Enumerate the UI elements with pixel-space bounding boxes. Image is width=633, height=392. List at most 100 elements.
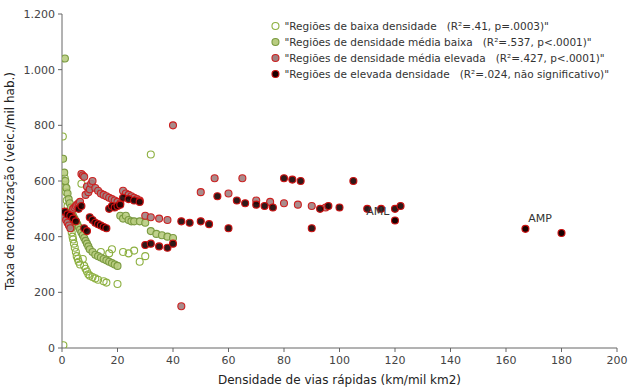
y-tick-label: 200	[34, 286, 55, 299]
x-tick	[62, 348, 63, 352]
y-tick-label: 1.200	[24, 8, 56, 21]
y-tick-label: 0	[48, 342, 55, 355]
scatter-point	[170, 240, 177, 247]
x-tick-label: 180	[551, 354, 572, 367]
scatter-point	[170, 122, 177, 129]
x-tick	[117, 348, 118, 352]
scatter-point	[131, 247, 138, 254]
y-tick	[58, 69, 62, 70]
scatter-point	[225, 225, 232, 232]
scatter-point	[89, 178, 96, 185]
x-tick	[284, 348, 285, 352]
legend-marker	[272, 55, 279, 62]
scatter-point	[197, 189, 204, 196]
annotation-label: AML	[366, 205, 390, 218]
y-tick	[58, 14, 62, 15]
scatter-point	[233, 197, 240, 204]
x-tick-label: 40	[166, 354, 180, 367]
legend-label: "Regiões de baixa densidade (R²=.41, p=.…	[284, 20, 548, 32]
scatter-point	[114, 262, 121, 269]
y-tick-label: 600	[34, 175, 55, 188]
x-tick-label: 140	[440, 354, 461, 367]
chart-container: 0204060801001201401601802000200400600800…	[0, 0, 633, 392]
x-tick-label: 80	[277, 354, 291, 367]
series	[62, 175, 404, 252]
scatter-point	[281, 200, 288, 207]
y-tick	[58, 125, 62, 126]
legend-marker	[272, 39, 279, 46]
scatter-point	[197, 218, 204, 225]
scatter-point	[281, 175, 288, 182]
scatter-point	[239, 175, 246, 182]
y-tick	[58, 236, 62, 237]
scatter-point	[136, 258, 143, 265]
x-tick-label: 60	[222, 354, 236, 367]
chart: 0204060801001201401601802000200400600800…	[0, 0, 633, 392]
scatter-point	[336, 204, 343, 211]
scatter-point	[62, 342, 67, 348]
scatter-point	[397, 203, 404, 210]
scatter-point	[117, 201, 124, 208]
scatter-point	[308, 203, 315, 210]
scatter-point	[225, 190, 232, 197]
y-tick	[58, 292, 62, 293]
y-tick	[58, 348, 62, 349]
scatter-point	[62, 178, 69, 185]
scatter-point	[79, 255, 86, 262]
scatter-point	[269, 204, 276, 211]
scatter-point	[62, 155, 67, 162]
scatter-point	[62, 55, 68, 62]
scatter-point	[136, 198, 143, 205]
x-tick	[395, 348, 396, 352]
scatter-point	[142, 219, 149, 226]
x-tick	[173, 348, 174, 352]
series	[62, 55, 177, 269]
scatter-point	[103, 279, 110, 286]
x-tick-label: 120	[385, 354, 406, 367]
axes: 0204060801001201401601802000200400600800…	[24, 8, 628, 367]
scatter-point	[72, 218, 79, 225]
legend-label: "Regiões de densidade média elevada (R²=…	[284, 52, 604, 64]
scatter-point	[186, 219, 193, 226]
scatter-point	[72, 218, 79, 225]
x-tick	[506, 348, 507, 352]
scatter-point	[178, 303, 185, 310]
x-tick	[339, 348, 340, 352]
scatter-point	[253, 201, 260, 208]
scatter-point	[178, 218, 185, 225]
scatter-point	[164, 216, 171, 223]
series	[62, 133, 154, 348]
x-tick-label: 100	[329, 354, 350, 367]
scatter-point	[142, 253, 149, 260]
scatter-point	[81, 173, 88, 180]
legend-label: "Regiões de densidade média baixa (R²=.5…	[284, 36, 591, 48]
scatter-point	[103, 225, 110, 232]
scatter-point	[214, 193, 221, 200]
annotation-label: AMP	[528, 212, 552, 225]
legend-marker	[272, 71, 279, 78]
scatter-point	[147, 240, 154, 247]
annotation-point	[558, 230, 565, 237]
legend-label: "Regiões de elevada densidade (R²=.024, …	[284, 68, 609, 80]
series	[62, 122, 329, 310]
y-tick-label: 800	[34, 119, 55, 132]
scatter-point	[78, 203, 85, 210]
scatter-point	[242, 200, 249, 207]
scatter-point	[325, 203, 332, 210]
scatter-point	[350, 178, 357, 185]
scatter-point	[206, 221, 213, 228]
scatter-point	[308, 225, 315, 232]
scatter-point	[261, 203, 268, 210]
scatter-point	[147, 151, 154, 158]
x-axis-label: Densidade de vias rápidas (km/mil km2)	[218, 373, 461, 387]
y-axis-label: Taxa de motorização (veic./mil hab.)	[3, 72, 17, 291]
scatter-point	[317, 205, 324, 212]
y-tick-label: 1.000	[24, 64, 56, 77]
scatter-point	[297, 178, 304, 185]
x-tick-label: 160	[496, 354, 517, 367]
scatter-point	[294, 201, 301, 208]
annotation-point	[392, 217, 399, 224]
scatter-point	[156, 243, 163, 250]
x-tick	[450, 348, 451, 352]
scatter-point	[147, 214, 154, 221]
